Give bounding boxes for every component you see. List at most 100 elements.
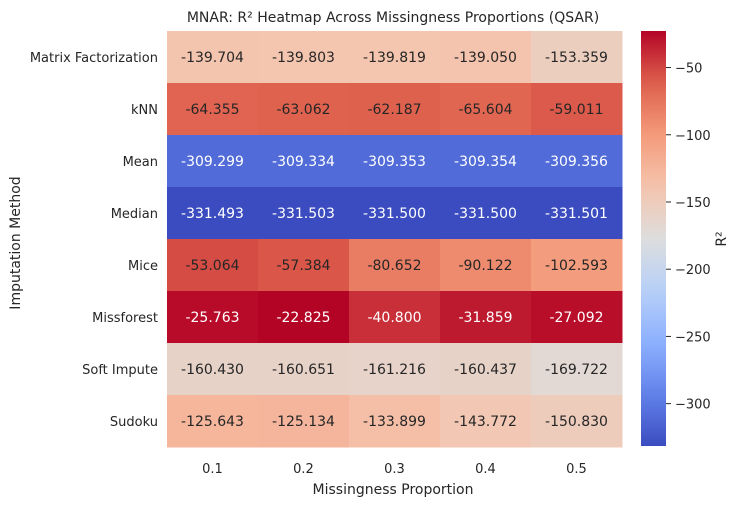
x-tick-label: 0.1 [202,462,223,477]
heatmap-cell [167,187,259,240]
colorbar-tick-label: −200 [675,263,711,278]
y-tick-label: Matrix Factorization [30,51,158,66]
heatmap-cells [167,31,623,448]
heatmap-cell [167,83,259,136]
cell-value-label: -309.354 [454,154,517,170]
heatmap-cell [167,31,259,84]
heatmap-cell [349,343,441,396]
heatmap-cell [349,187,441,240]
heatmap-cell [258,343,350,396]
heatmap-cell [167,395,259,448]
cell-value-label: -65.604 [458,102,512,118]
y-tick-label: Missforest [92,311,158,326]
heatmap-cell [349,239,441,292]
x-tick-label: 0.4 [475,462,496,477]
colorbar-tick-label: −50 [675,62,702,77]
x-axis-label: Missingness Proportion [313,482,474,498]
heatmap-cell [349,135,441,188]
heatmap-cell [440,291,532,344]
chart-title: MNAR: R² Heatmap Across Missingness Prop… [187,10,599,26]
cell-value-label: -331.500 [454,206,517,222]
cell-value-label: -309.353 [363,154,426,170]
heatmap-cell [167,343,259,396]
cell-value-label: -160.437 [454,362,517,378]
heatmap-cell [258,239,350,292]
cell-value-label: -331.493 [181,206,244,222]
colorbar-tick-label: −250 [675,330,711,345]
heatmap-cell [258,187,350,240]
cell-value-label: -309.356 [545,154,608,170]
cell-value-label: -161.216 [363,362,426,378]
heatmap-cell [258,395,350,448]
cell-value-label: -150.830 [545,414,608,430]
y-tick-label: Soft Impute [82,363,158,378]
colorbar-tick-label: −100 [675,129,711,144]
heatmap-cell [531,239,623,292]
y-tick-labels: Matrix Factorization kNN Mean Median Mice Mis… [30,51,158,430]
cell-value-label: -62.187 [367,102,421,118]
y-tick-label: Median [111,207,158,222]
heatmap-cell [258,291,350,344]
heatmap-cell [531,187,623,240]
heatmap-cell [167,239,259,292]
y-tick-label: Sudoku [110,415,158,430]
heatmap-cell [349,395,441,448]
cell-value-label: -25.763 [185,310,239,326]
colorbar-label: R² [714,231,730,246]
heatmap-cell [531,291,623,344]
cell-value-label: -160.430 [181,362,244,378]
heatmap-cell [258,83,350,136]
x-tick-labels: 0.1 0.2 0.3 0.4 0.5 [202,462,587,477]
cell-value-label: -59.011 [549,102,603,118]
heatmap-cell [440,83,532,136]
y-tick-label: Mice [128,259,158,274]
x-tick-label: 0.5 [566,462,587,477]
cell-value-label: -53.064 [185,258,239,274]
heatmap-cell [440,239,532,292]
cell-value-label: -160.651 [272,362,335,378]
heatmap-cell [440,187,532,240]
heatmap-cell [167,291,259,344]
heatmap-cell [349,31,441,84]
cell-value-label: -139.704 [181,50,244,66]
heatmap-cell [440,395,532,448]
cell-value-label: -309.299 [181,154,244,170]
cell-value-label: -143.772 [454,414,517,430]
cell-value-label: -31.859 [458,310,512,326]
cell-value-label: -80.652 [367,258,421,274]
cell-value-label: -169.722 [545,362,608,378]
heatmap-cell [531,135,623,188]
cell-value-label: -64.355 [185,102,239,118]
cell-value-label: -63.062 [276,102,330,118]
cell-value-label: -309.334 [272,154,335,170]
y-tick-label: Mean [123,155,158,170]
heatmap-cell [440,31,532,84]
heatmap-cell [167,135,259,188]
heatmap-cell [258,135,350,188]
cell-value-label: -139.819 [363,50,426,66]
cell-value-label: -90.122 [458,258,512,274]
x-tick-label: 0.2 [293,462,314,477]
heatmap-cell [531,83,623,136]
cell-value-label: -102.593 [545,258,608,274]
y-axis-label: Imputation Method [8,176,24,309]
cell-value-label: -40.800 [367,310,421,326]
colorbar-tick-label: −300 [675,398,711,413]
colorbar-tick-label: −150 [675,196,711,211]
heatmap-cell [349,83,441,136]
heatmap-cell [440,343,532,396]
y-tick-label: kNN [131,103,158,118]
heatmap-value-labels: -139.704 -139.803 -139.819 -139.050 -153.359… [181,50,608,430]
heatmap-cell [531,31,623,84]
cell-value-label: -153.359 [545,50,608,66]
cell-value-label: -139.050 [454,50,517,66]
cell-value-label: -125.643 [181,414,244,430]
cell-value-label: -331.500 [363,206,426,222]
cell-value-label: -27.092 [549,310,603,326]
x-tick-label: 0.3 [384,462,405,477]
cell-value-label: -139.803 [272,50,335,66]
cell-value-label: -331.503 [272,206,335,222]
heatmap-cell [440,135,532,188]
